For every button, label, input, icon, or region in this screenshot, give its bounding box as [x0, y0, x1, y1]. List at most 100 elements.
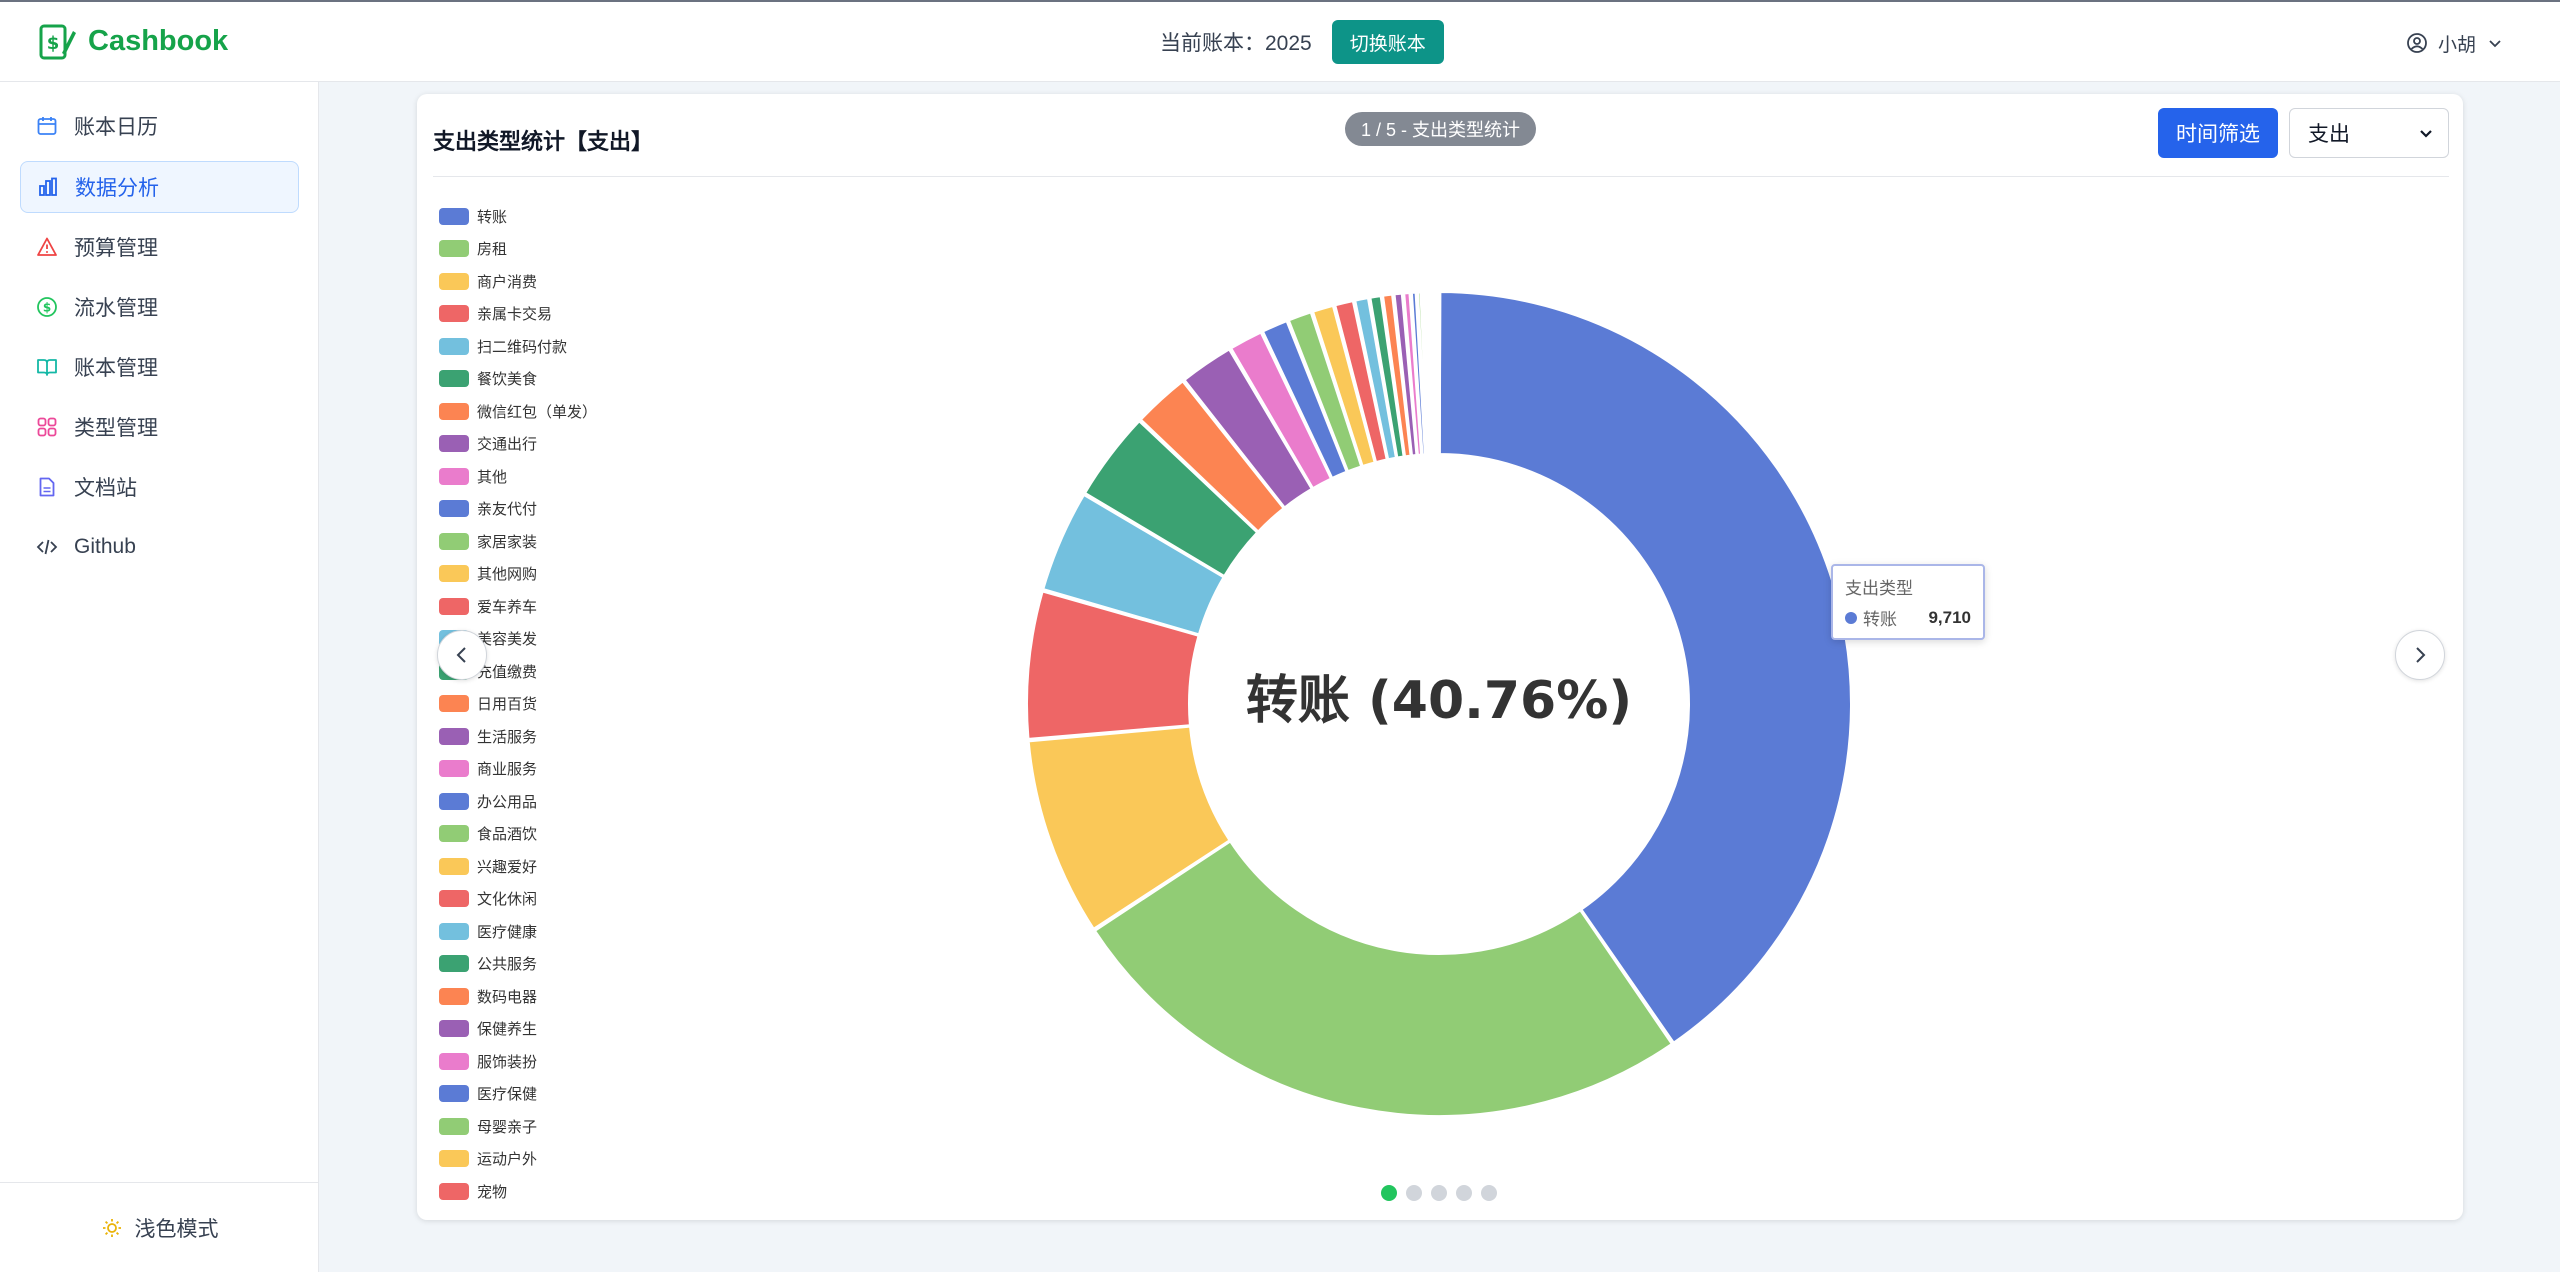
legend-item[interactable]: 生活服务 — [439, 720, 699, 753]
donut-slice[interactable] — [1230, 331, 1332, 490]
legend-item[interactable]: 宠物 — [439, 1175, 699, 1208]
carousel-dots — [1381, 1185, 1497, 1201]
donut-slice[interactable] — [1382, 293, 1412, 458]
legend-swatch — [439, 597, 469, 615]
legend-item[interactable]: 亲属卡交易 — [439, 298, 699, 331]
donut-slice[interactable] — [1369, 295, 1405, 459]
donut-chart: 转账 (40.76%) — [1026, 290, 1852, 1117]
legend-swatch — [439, 565, 469, 583]
legend-label: 美容美发 — [477, 631, 538, 649]
legend-swatch — [439, 402, 469, 420]
donut-slice[interactable] — [1027, 725, 1231, 930]
legend-label: 亲友代付 — [477, 501, 538, 519]
legend-label: 宠物 — [477, 1183, 508, 1201]
carousel-dot[interactable] — [1456, 1185, 1472, 1201]
type-select[interactable]: 支出 — [2289, 108, 2449, 158]
legend-swatch — [439, 1150, 469, 1168]
donut-slice[interactable] — [1026, 590, 1200, 740]
legend-item[interactable]: 办公用品 — [439, 785, 699, 818]
legend-item[interactable]: 微信红包（单发） — [439, 395, 699, 428]
legend-item[interactable]: 转账 — [439, 200, 699, 233]
legend-swatch — [439, 1117, 469, 1135]
legend-swatch — [439, 1052, 469, 1070]
legend-item[interactable]: 亲友代付 — [439, 493, 699, 526]
tooltip-row: 转账 9,710 — [1845, 605, 1971, 630]
donut-slice[interactable] — [1084, 420, 1259, 577]
card-divider — [433, 176, 2449, 177]
legend-item[interactable]: 爱车养车 — [439, 590, 699, 623]
donut-slice[interactable] — [1287, 311, 1363, 473]
legend-item[interactable]: 保健养生 — [439, 1013, 699, 1046]
donut-slice[interactable] — [1431, 291, 1437, 456]
theme-toggle[interactable]: 浅色模式 — [0, 1182, 319, 1272]
carousel-dot[interactable] — [1381, 1185, 1397, 1201]
file-icon — [39, 477, 55, 497]
user-name: 小胡 — [2438, 34, 2477, 56]
legend-item[interactable]: 商户消费 — [439, 265, 699, 298]
brand[interactable]: $ Cashbook — [38, 18, 228, 64]
carousel-dot[interactable] — [1431, 1185, 1447, 1201]
sidebar-item-books[interactable]: 账本管理 — [20, 341, 299, 393]
donut-slice[interactable] — [1139, 380, 1285, 533]
donut-slice[interactable] — [1312, 304, 1376, 467]
donut-slice[interactable] — [1334, 300, 1388, 464]
donut-slice[interactable] — [1262, 320, 1348, 479]
user-menu[interactable]: 小胡 — [2406, 26, 2504, 60]
chevron-down-icon — [2420, 130, 2432, 138]
donut-slice[interactable] — [1417, 291, 1429, 456]
carousel-next-button[interactable] — [2395, 630, 2445, 680]
legend-label: 公共服务 — [477, 956, 538, 974]
legend-swatch — [439, 987, 469, 1005]
sidebar-item-github[interactable]: Github — [20, 521, 299, 573]
legend-item[interactable]: 房租 — [439, 233, 699, 266]
legend-item[interactable]: 医疗健康 — [439, 915, 699, 948]
donut-slice[interactable] — [1403, 292, 1423, 456]
legend-item[interactable]: 母婴亲子 — [439, 1110, 699, 1143]
calendar-icon — [37, 117, 57, 135]
donut-slice[interactable] — [1183, 348, 1313, 509]
legend-item[interactable]: 家居家装 — [439, 525, 699, 558]
donut-slice[interactable] — [1354, 297, 1397, 461]
cashbook-logo-icon: $ — [39, 24, 76, 60]
legend-item[interactable]: 扫二维码付款 — [439, 330, 699, 363]
legend-item[interactable]: 公共服务 — [439, 948, 699, 981]
sidebar-item-analysis[interactable]: 数据分析 — [20, 161, 299, 213]
legend-item[interactable]: 食品酒饮 — [439, 818, 699, 851]
legend-item[interactable]: 文化休闲 — [439, 883, 699, 916]
sidebar-item-budget[interactable]: 预算管理 — [20, 221, 299, 273]
donut-slice[interactable] — [1438, 291, 1852, 1044]
legend-item[interactable]: 医疗保健 — [439, 1078, 699, 1111]
sun-icon — [102, 1218, 121, 1237]
donut-slice[interactable] — [1393, 292, 1418, 457]
legend-item[interactable]: 交通出行 — [439, 428, 699, 461]
chevron-down-icon — [2489, 40, 2501, 48]
donut-slice[interactable] — [1410, 291, 1426, 456]
carousel-prev-button[interactable] — [437, 630, 487, 680]
donut-slice[interactable] — [1425, 291, 1433, 456]
sidebar-item-docs[interactable]: 文档站 — [20, 461, 299, 513]
sidebar-item-types[interactable]: 类型管理 — [20, 401, 299, 453]
donut-slice[interactable] — [1042, 494, 1225, 636]
legend-item[interactable]: 服饰装扮 — [439, 1045, 699, 1078]
switch-book-button[interactable]: 切换账本 — [1331, 20, 1444, 64]
legend-item[interactable]: 运动户外 — [439, 1143, 699, 1176]
sidebar-item-label: 文档站 — [74, 477, 137, 500]
legend-item[interactable]: 日用百货 — [439, 688, 699, 721]
legend-swatch — [439, 727, 469, 745]
sidebar-item-flow[interactable]: $ 流水管理 — [20, 281, 299, 333]
donut-slice[interactable] — [1094, 840, 1673, 1117]
legend-item[interactable]: 其他 — [439, 460, 699, 493]
carousel-dot[interactable] — [1481, 1185, 1497, 1201]
donut-slice[interactable] — [1421, 291, 1432, 456]
sidebar-item-calendar[interactable]: 账本日历 — [20, 100, 299, 152]
legend-item[interactable]: 其他网购 — [439, 558, 699, 591]
legend-item[interactable]: 商业服务 — [439, 753, 699, 786]
carousel-dot[interactable] — [1406, 1185, 1422, 1201]
legend-item[interactable]: 兴趣爱好 — [439, 850, 699, 883]
donut-slice[interactable] — [1438, 291, 1442, 456]
tooltip-color-dot — [1845, 611, 1857, 624]
legend-item[interactable]: 餐饮美食 — [439, 363, 699, 396]
legend-item[interactable]: 数码电器 — [439, 980, 699, 1013]
donut-slice[interactable] — [1428, 291, 1435, 456]
time-filter-button[interactable]: 时间筛选 — [2158, 108, 2278, 158]
